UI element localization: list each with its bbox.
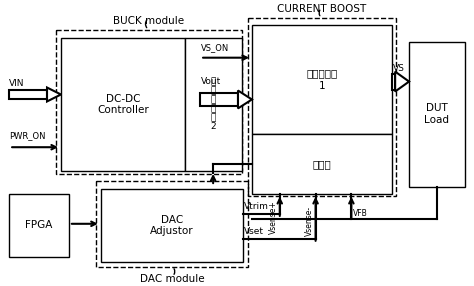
- Text: 2: 2: [211, 122, 217, 131]
- Text: Vsense-: Vsense-: [305, 206, 314, 236]
- Text: Vset: Vset: [244, 227, 264, 236]
- Text: 1: 1: [319, 81, 325, 91]
- Text: Adjustor: Adjustor: [150, 226, 194, 236]
- Text: VS_ON: VS_ON: [201, 43, 229, 52]
- Text: DAC module: DAC module: [140, 273, 205, 283]
- Text: 比较器: 比较器: [313, 159, 331, 169]
- Bar: [56, 30, 242, 174]
- Bar: [61, 38, 185, 171]
- Bar: [252, 25, 392, 134]
- Text: FPGA: FPGA: [26, 220, 53, 230]
- Text: VS: VS: [393, 63, 405, 73]
- Bar: [101, 189, 243, 262]
- Text: Vsense+: Vsense+: [269, 200, 278, 234]
- Text: Controller: Controller: [97, 105, 149, 115]
- Text: 功: 功: [211, 78, 216, 87]
- Text: DAC: DAC: [161, 215, 183, 225]
- Text: 关: 关: [211, 104, 216, 114]
- Text: 管: 管: [211, 113, 216, 122]
- Bar: [409, 42, 465, 187]
- Text: 功率开关管: 功率开关管: [306, 69, 337, 79]
- Polygon shape: [395, 72, 409, 92]
- Text: BUCK module: BUCK module: [113, 16, 184, 26]
- Bar: [392, 74, 395, 90]
- Text: Vout: Vout: [201, 77, 221, 86]
- Bar: [248, 18, 396, 196]
- Text: VFB: VFB: [354, 209, 368, 218]
- Text: Vtrim: Vtrim: [244, 202, 269, 211]
- Text: Load: Load: [424, 115, 449, 125]
- Polygon shape: [238, 90, 252, 108]
- Bar: [96, 181, 248, 267]
- Text: DUT: DUT: [426, 104, 448, 114]
- Bar: [200, 92, 238, 106]
- Bar: [9, 194, 69, 257]
- Text: VIN: VIN: [9, 79, 25, 88]
- Text: 率: 率: [211, 86, 216, 96]
- Bar: [252, 134, 392, 194]
- Text: PWR_ON: PWR_ON: [9, 131, 46, 140]
- Polygon shape: [47, 88, 61, 102]
- Text: 开: 开: [211, 96, 216, 104]
- Text: DC-DC: DC-DC: [106, 94, 140, 104]
- Bar: [185, 38, 242, 171]
- Bar: [9, 90, 47, 100]
- Text: CURRENT BOOST: CURRENT BOOST: [277, 4, 366, 14]
